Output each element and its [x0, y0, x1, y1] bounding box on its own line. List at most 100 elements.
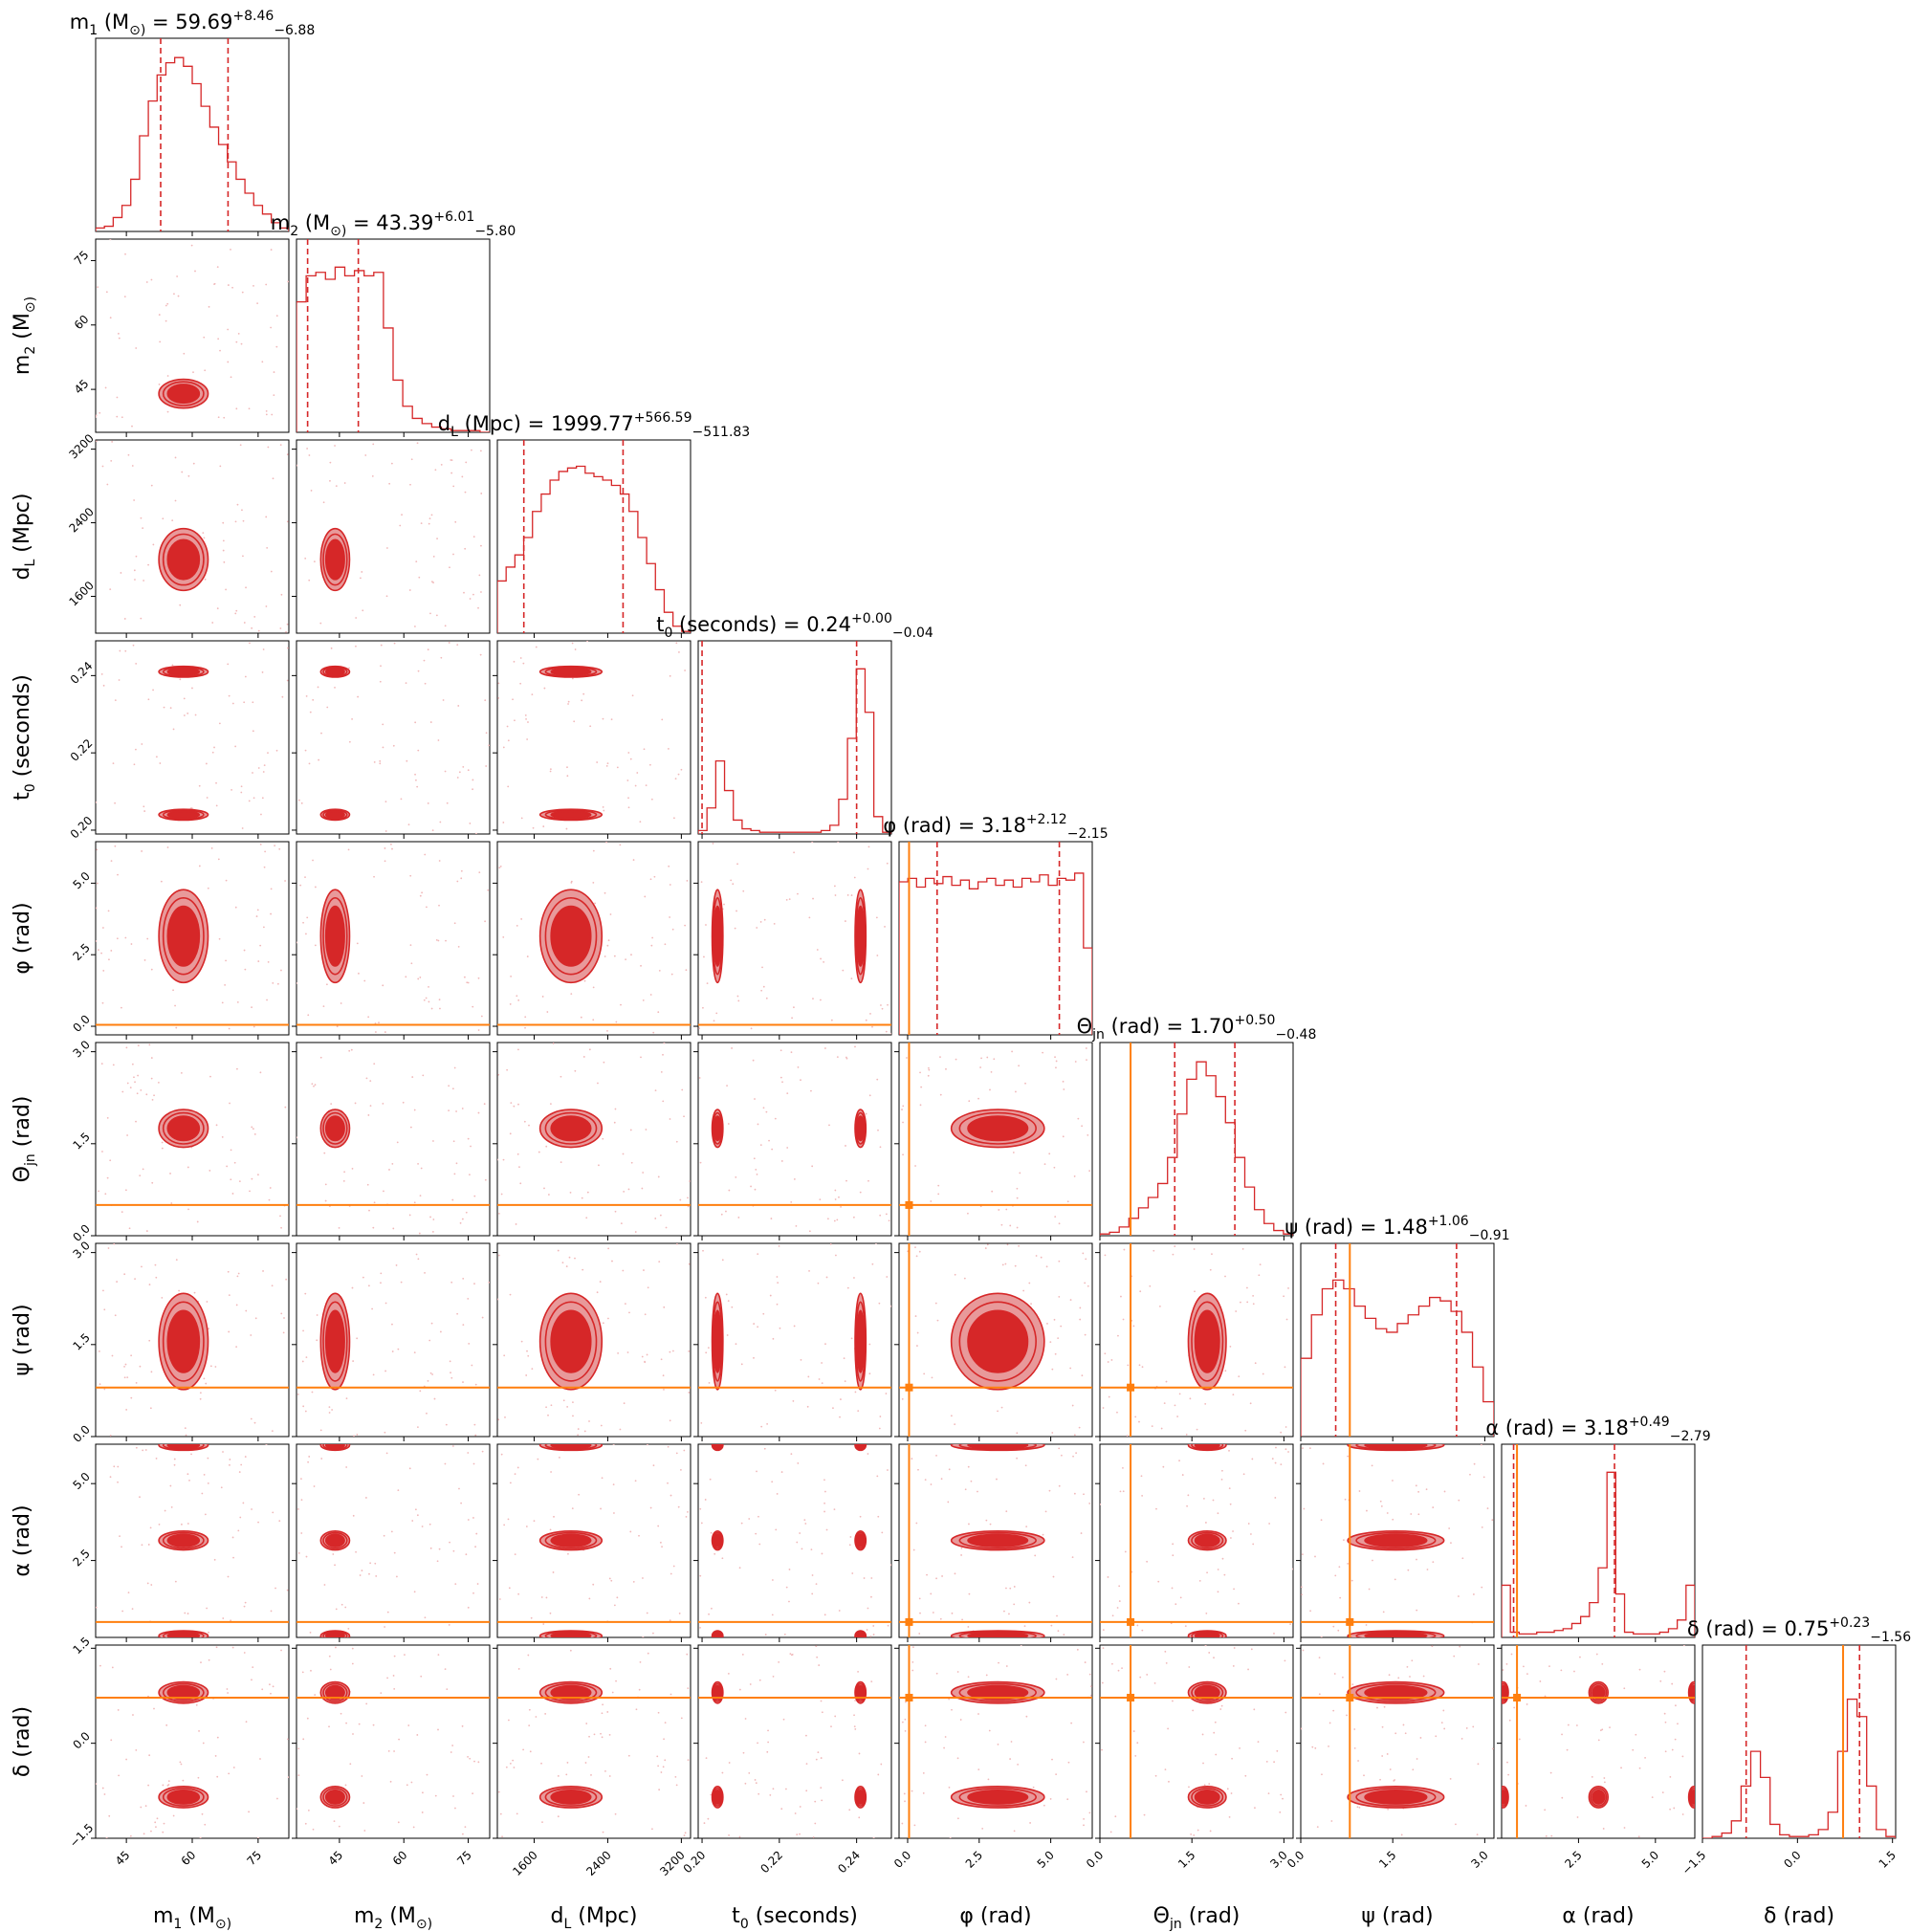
sample-dot — [1250, 1533, 1252, 1535]
sample-dot — [731, 1047, 733, 1049]
sample-dot — [663, 1388, 665, 1391]
sample-dot — [422, 1791, 424, 1794]
sample-dot — [527, 1354, 530, 1357]
sample-dot — [1101, 1681, 1104, 1684]
sample-dot — [876, 1475, 879, 1478]
sample-dot — [216, 607, 219, 610]
sample-dot — [179, 604, 182, 606]
sample-dot — [391, 1323, 393, 1326]
sample-dot — [1013, 1830, 1016, 1833]
sample-dot — [639, 1660, 642, 1663]
sample-dot — [1134, 1416, 1137, 1418]
sample-dot — [312, 859, 314, 862]
sample-dot — [761, 966, 763, 969]
sample-dot — [911, 1789, 913, 1792]
sample-dot — [351, 1647, 354, 1650]
sample-dot — [541, 996, 544, 998]
sample-dot — [477, 606, 479, 609]
sample-dot — [1246, 1286, 1248, 1289]
sample-dot — [218, 937, 221, 940]
sample-dot — [467, 1452, 470, 1454]
contour-inner — [1194, 1789, 1220, 1805]
sample-dot — [609, 1667, 612, 1670]
sample-dot — [632, 1580, 635, 1583]
contour-mid — [544, 1682, 598, 1702]
sample-dot — [867, 867, 869, 870]
sample-dot — [117, 1465, 120, 1468]
sample-dot — [602, 1137, 604, 1140]
sample-dot — [150, 484, 153, 487]
sample-dot — [808, 916, 811, 919]
sample-dot — [1252, 1543, 1255, 1546]
sample-dot — [430, 1007, 433, 1010]
sample-dot — [343, 482, 346, 484]
sample-dot — [789, 1653, 792, 1655]
sample-dot — [728, 1833, 730, 1836]
contour-mid — [322, 533, 348, 586]
sample-dot — [845, 1056, 847, 1059]
panel-content — [96, 440, 289, 633]
sample-dot — [432, 555, 435, 558]
sample-dot — [169, 707, 172, 710]
sample-dot — [772, 1788, 775, 1790]
sample-dot — [766, 1422, 769, 1425]
panel-content — [296, 1048, 490, 1235]
sample-dot — [504, 1416, 506, 1418]
sample-dot — [1301, 1593, 1303, 1596]
panel-content — [96, 642, 289, 829]
sample-dot — [902, 1121, 904, 1124]
sample-dot — [231, 286, 233, 289]
sample-dot — [105, 1836, 108, 1838]
sample-dot — [613, 1121, 616, 1124]
sample-dot — [1146, 1674, 1149, 1676]
sample-dot — [948, 1468, 951, 1471]
sample-dot — [262, 648, 265, 650]
contour-mid — [162, 533, 205, 586]
sample-dot — [772, 1337, 775, 1340]
sample-dot — [630, 954, 632, 956]
panel-content — [497, 440, 691, 633]
sample-dot — [379, 680, 382, 683]
sample-dot — [467, 981, 470, 984]
sample-dot — [155, 756, 158, 758]
sample-dot — [181, 471, 184, 473]
sample-dot — [352, 1733, 354, 1735]
sample-dot — [915, 1255, 918, 1258]
sample-dot — [943, 1746, 945, 1749]
sample-dot — [465, 461, 468, 464]
sample-dot — [216, 266, 219, 269]
sample-dot — [1074, 1061, 1077, 1063]
sample-dot — [680, 1468, 682, 1471]
sample-dot — [179, 1761, 182, 1764]
sample-dot — [243, 949, 246, 952]
sample-dot — [304, 1292, 307, 1295]
sample-dot — [669, 1419, 671, 1422]
sample-dot — [1049, 1341, 1052, 1344]
sample-dot — [1491, 1519, 1494, 1522]
sample-dot — [702, 1249, 704, 1252]
sample-dot — [641, 1355, 644, 1358]
sample-dot — [257, 1836, 259, 1838]
sample-dot — [345, 1466, 348, 1468]
sample-dot — [227, 1270, 230, 1273]
sample-dot — [108, 958, 110, 961]
sample-dot — [771, 1614, 774, 1616]
sample-dot — [324, 1199, 327, 1202]
sample-dot — [1139, 1676, 1142, 1679]
sample-dot — [1549, 1771, 1552, 1774]
panel-frame — [697, 640, 892, 835]
panel-8-7: 2.5 5.0α (rad) — [1497, 1644, 1696, 1928]
sample-dot — [808, 1230, 811, 1233]
sample-dot — [259, 1071, 262, 1074]
panel-6-4 — [894, 1242, 1093, 1441]
sample-dot — [1284, 1448, 1287, 1451]
panel-7-5 — [1095, 1443, 1294, 1642]
panel-frame — [1501, 1443, 1696, 1638]
contour-mid — [855, 1682, 867, 1702]
sample-dot — [272, 1511, 274, 1514]
sample-dot — [940, 1478, 943, 1481]
sample-dot — [1025, 1526, 1028, 1528]
sample-dot — [780, 1471, 783, 1473]
sample-dot — [780, 1808, 783, 1811]
contour-mid — [1502, 1788, 1508, 1807]
